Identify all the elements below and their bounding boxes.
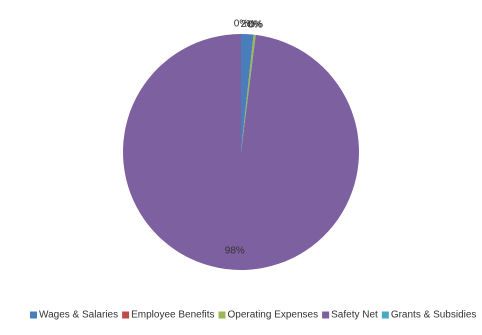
- data-label: 0%: [247, 19, 262, 30]
- legend-label: Employee Benefits: [131, 310, 214, 321]
- pie-slice: [241, 34, 254, 152]
- data-label: 0%: [234, 19, 249, 30]
- legend-label: Operating Expenses: [228, 310, 319, 321]
- data-label: 2%: [241, 19, 256, 30]
- legend-swatch: [218, 311, 226, 319]
- data-label: 98%: [225, 246, 245, 257]
- legend-swatch: [322, 311, 330, 319]
- legend-label: Wages & Salaries: [39, 310, 118, 321]
- legend-label: Grants & Subsidies: [391, 310, 477, 321]
- data-label: 0%: [249, 20, 264, 31]
- legend-swatch: [381, 311, 389, 319]
- pie-slice: [123, 34, 360, 270]
- pie-slice: [241, 34, 256, 152]
- legend-label: Safety Net: [331, 310, 378, 321]
- legend-swatch: [30, 311, 37, 319]
- legend-swatch: [122, 311, 130, 319]
